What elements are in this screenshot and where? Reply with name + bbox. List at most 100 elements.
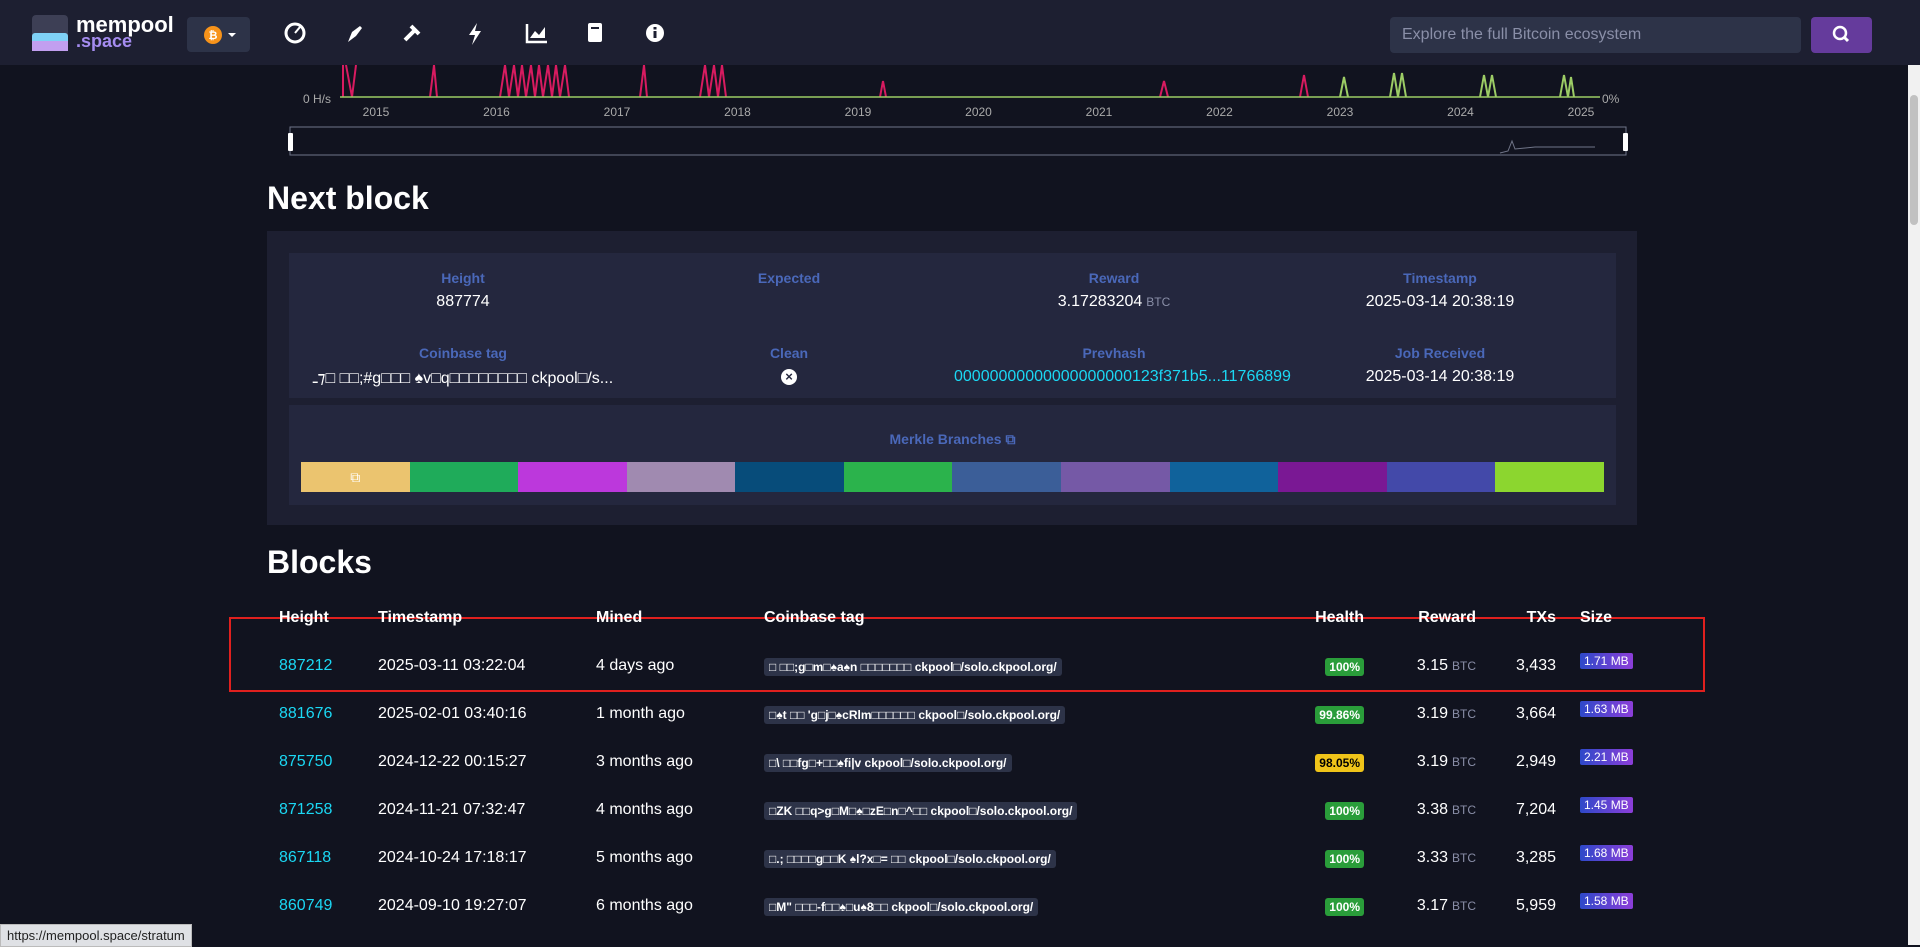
block-size: 1.71 MB [1580, 653, 1633, 669]
health-badge: 100% [1325, 658, 1364, 676]
merkle-branch[interactable] [1278, 462, 1387, 492]
coinbase-tag: □ □□;g□m□♠a♠n □□□□□□□ ckpool□/solo.ckpoo… [764, 658, 1062, 676]
block-reward: 3.19 BTC [1417, 753, 1476, 771]
column-header: Height [279, 609, 329, 626]
search-button[interactable] [1811, 17, 1872, 53]
merkle-branch[interactable] [1169, 462, 1279, 492]
block-height[interactable]: 871258 [279, 801, 333, 818]
y2-axis-label: 0% [1602, 92, 1620, 106]
scrollbar[interactable] [1908, 65, 1920, 945]
block-height[interactable]: 867118 [279, 849, 332, 866]
block-txs: 2,949 [1515, 753, 1556, 770]
block-reward: 3.17 BTC [1417, 897, 1476, 915]
nav-icons[interactable] [280, 18, 680, 48]
block-reward: 3.33 BTC [1417, 849, 1476, 867]
merkle-branch[interactable] [1386, 462, 1496, 492]
block-height[interactable]: 887212 [279, 657, 333, 674]
x-tick-label: 2023 [1326, 105, 1354, 119]
logo-subtext[interactable]: .space [76, 31, 133, 51]
field-value: 2025-03-14 20:38:19 [1280, 368, 1600, 386]
logo-icon[interactable] [32, 15, 68, 51]
field-label: Height [441, 270, 485, 286]
y-axis-label: 0 H/s [303, 92, 332, 106]
block-reward: 3.15 BTC [1417, 657, 1476, 675]
field-value: ـ⁊□ □□;#g□□□ ♠v□q□□□□□□□□ ckpool□/s... [303, 368, 623, 388]
reward-value: 3.38 [1416, 801, 1448, 818]
field-value-text: 00000000000000000000123f371b5...11766899 [954, 368, 1291, 385]
x-tick-label: 2021 [1085, 105, 1113, 119]
x-tick-label: 2018 [724, 105, 751, 119]
block-txs: 3,285 [1515, 849, 1556, 866]
merkle-branch[interactable] [1495, 462, 1604, 492]
field-label: Timestamp [1403, 270, 1477, 286]
reward-unit: BTC [1452, 851, 1476, 865]
merkle-branch[interactable] [626, 462, 736, 492]
merkle-title[interactable]: Merkle Branches ⧉ [889, 431, 1016, 447]
section-title: Next block [267, 180, 429, 216]
field-label: Job Received [1394, 345, 1486, 361]
x-tick-label: 2024 [1447, 105, 1474, 119]
column-header: Health [1315, 609, 1364, 626]
slider-handle[interactable] [1623, 133, 1628, 151]
field-value-text: 2025-03-14 20:38:19 [1365, 293, 1515, 310]
merkle-branch[interactable] [843, 462, 953, 492]
block-timestamp: 2024-11-21 07:32:47 [378, 801, 526, 818]
field-label: Prevhash [1082, 345, 1146, 361]
x-tick-label: 2025 [1567, 105, 1595, 119]
column-header: Size [1580, 609, 1613, 626]
field-label: Clean [769, 345, 809, 361]
reward-value: 3.17 [1416, 897, 1448, 914]
merkle-branch[interactable] [735, 462, 844, 492]
merkle-branch[interactable]: ⧉ [301, 462, 410, 492]
block-size: 1.68 MB [1580, 845, 1633, 861]
merkle-title-text: Merkle Branches [889, 431, 1002, 447]
slider-preview [1499, 139, 1595, 154]
block-mined: 4 days ago [596, 657, 675, 674]
block-height[interactable]: 875750 [279, 753, 333, 770]
merkle-branch[interactable] [409, 462, 519, 492]
block-height[interactable]: 860749 [279, 897, 333, 914]
reward-unit: BTC [1452, 899, 1476, 913]
merkle-branch[interactable] [952, 462, 1062, 492]
block-mined: 6 months ago [596, 897, 693, 914]
slider-handle[interactable] [288, 133, 293, 151]
logo-text[interactable]: mempool [76, 12, 174, 37]
field-value-text: 887774 [436, 293, 490, 310]
health-badge: 100% [1325, 850, 1364, 868]
x-tick-label: 2015 [362, 105, 390, 119]
health-badge: 100% [1325, 898, 1364, 916]
x-tick-label: 2016 [483, 105, 510, 119]
block-height[interactable]: 881676 [279, 705, 333, 722]
network-selector[interactable]: ₿ [187, 17, 250, 52]
reward-value: 3.19 [1416, 705, 1448, 722]
merkle-branch[interactable] [518, 462, 627, 492]
block-reward: 3.19 BTC [1417, 705, 1476, 723]
block-mined: 5 months ago [596, 849, 693, 866]
field-value: 2025-03-14 20:38:19 [1280, 293, 1600, 311]
column-header: TXs [1526, 609, 1556, 626]
reward-unit: BTC [1452, 707, 1476, 721]
reward-value: 3.19 [1416, 753, 1448, 770]
block-timestamp: 2025-02-01 03:40:16 [378, 705, 527, 722]
reward-unit: BTC [1452, 755, 1476, 769]
search-input[interactable]: Explore the full Bitcoin ecosystem [1390, 17, 1801, 53]
highlight-box [229, 617, 1705, 692]
field-label: Expected [757, 270, 821, 286]
column-header: Coinbase tag [764, 609, 865, 626]
hashrate-chart [288, 65, 1628, 156]
x-tick-label: 2020 [965, 105, 992, 119]
field-value: 3.17283204 BTC [954, 293, 1274, 311]
merkle-branch[interactable] [1061, 462, 1170, 492]
section-title: Blocks [267, 544, 372, 580]
block-timestamp: 2024-09-10 19:27:07 [378, 897, 527, 914]
coinbase-tag: □\ □□fg□+□□♠fi|v ckpool□/solo.ckpool.org… [764, 754, 1012, 772]
block-mined: 1 month ago [596, 705, 685, 722]
block-size: 1.45 MB [1580, 797, 1633, 813]
field-value[interactable]: 00000000000000000000123f371b5...11766899 [954, 368, 1291, 386]
zoom-slider[interactable] [289, 126, 1627, 156]
field-unit: BTC [1146, 295, 1171, 309]
health-badge: 100% [1325, 802, 1364, 820]
block-mined: 3 months ago [596, 753, 693, 770]
coinbase-tag: □.; □□□□g□□K ♠l?x□= □□ ckpool□/solo.ckpo… [764, 850, 1056, 868]
